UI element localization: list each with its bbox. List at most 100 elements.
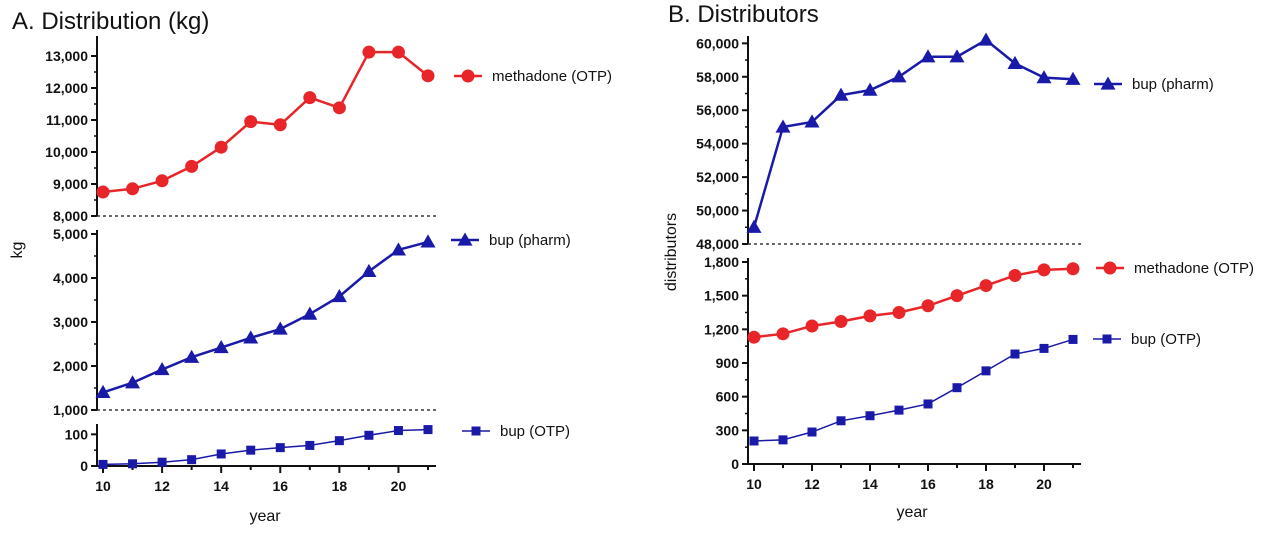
data-point <box>184 349 200 363</box>
data-point <box>393 426 403 436</box>
y-tick-label: 12,000 <box>45 80 88 96</box>
y-tick-label: 3,000 <box>53 314 88 330</box>
legend-marker <box>1103 261 1117 275</box>
x-tick-label: 20 <box>1036 476 1052 492</box>
x-tick-label: 10 <box>95 478 111 494</box>
x-tick-label: 16 <box>272 478 288 494</box>
data-point <box>836 416 846 426</box>
data-point <box>390 242 406 256</box>
x-tick-label: 20 <box>391 478 407 494</box>
data-point <box>214 140 228 154</box>
data-point <box>423 425 433 435</box>
data-point <box>1007 55 1023 70</box>
data-point <box>1065 71 1081 85</box>
series-line <box>753 267 1074 339</box>
data-point <box>246 445 256 455</box>
y-tick-label: 13,000 <box>45 48 88 64</box>
data-point <box>805 319 819 333</box>
y-tick-label: 900 <box>716 355 740 371</box>
data-point <box>862 82 878 96</box>
y-tick-label: 300 <box>716 422 740 438</box>
x-tick-label: 18 <box>978 476 994 492</box>
y-tick-label: 2,000 <box>53 358 88 374</box>
data-point <box>98 459 108 469</box>
series-line <box>102 50 429 194</box>
data-point <box>979 279 993 293</box>
data-point <box>978 32 994 46</box>
y-tick-label: 4,000 <box>53 270 88 286</box>
x-tick-label: 10 <box>746 476 762 492</box>
x-axis-label: year <box>249 508 281 525</box>
data-point <box>420 234 436 248</box>
y-tick-label: 9,000 <box>53 176 88 192</box>
y-tick-label: 100 <box>65 426 89 442</box>
data-point <box>950 289 964 303</box>
legend-marker <box>457 232 473 246</box>
data-point <box>187 455 197 465</box>
data-point <box>746 219 762 233</box>
data-point <box>155 174 169 188</box>
y-tick-label: 0 <box>80 458 88 474</box>
data-point <box>776 327 790 341</box>
data-point <box>834 314 848 328</box>
legend-marker <box>461 69 475 83</box>
legend-label: methadone (OTP) <box>492 68 612 85</box>
series-line <box>102 240 429 394</box>
data-point <box>331 288 347 303</box>
y-tick-label: 52,000 <box>696 169 739 185</box>
data-point <box>892 306 906 319</box>
y-tick-label: 58,000 <box>696 69 739 85</box>
y-tick-label: 1,000 <box>53 402 88 418</box>
data-point <box>1066 262 1080 276</box>
data-point <box>920 49 936 63</box>
data-point <box>154 362 170 376</box>
data-point <box>216 449 226 459</box>
y-tick-label: 56,000 <box>696 102 739 118</box>
data-point <box>894 405 904 415</box>
y-tick-label: 5,000 <box>53 226 88 242</box>
chart-title: A. Distribution (kg) <box>12 8 209 35</box>
data-point <box>243 330 259 344</box>
data-point <box>1008 268 1022 282</box>
y-tick-label: 1,200 <box>704 321 739 337</box>
x-tick-label: 18 <box>332 478 348 494</box>
legend-marker <box>471 426 481 436</box>
y-tick-label: 60,000 <box>696 35 739 51</box>
y-tick-label: 54,000 <box>696 136 739 152</box>
data-point <box>272 321 288 335</box>
data-point <box>1068 334 1078 344</box>
series-line <box>752 38 1074 228</box>
data-point <box>391 45 405 59</box>
data-point <box>273 118 287 132</box>
x-tick-label: 12 <box>154 478 170 494</box>
data-point <box>157 457 167 467</box>
data-point <box>332 101 346 115</box>
data-point <box>213 340 229 354</box>
data-point <box>421 69 435 83</box>
y-tick-label: 48,000 <box>696 236 739 252</box>
y-tick-label: 10,000 <box>45 144 88 160</box>
series-line <box>102 428 429 466</box>
data-point <box>305 440 315 450</box>
data-point <box>804 114 820 128</box>
data-point <box>923 399 933 409</box>
chart-title: B. Distributors <box>668 1 819 28</box>
data-point <box>126 182 140 196</box>
data-point <box>244 115 258 129</box>
data-point <box>1010 349 1020 359</box>
legend-label: methadone (OTP) <box>1134 260 1254 277</box>
data-point <box>302 306 318 320</box>
x-tick-label: 14 <box>213 478 229 494</box>
data-point <box>1039 343 1049 353</box>
data-point <box>1036 70 1052 84</box>
y-tick-label: 600 <box>716 389 740 405</box>
data-point <box>185 159 199 173</box>
data-point <box>362 45 376 59</box>
data-point <box>833 87 849 101</box>
y-tick-label: 0 <box>731 456 739 472</box>
data-point <box>952 383 962 393</box>
legend-label: bup (OTP) <box>500 423 570 440</box>
data-point <box>775 119 791 133</box>
data-point <box>303 91 317 105</box>
legend-marker <box>1102 334 1112 344</box>
